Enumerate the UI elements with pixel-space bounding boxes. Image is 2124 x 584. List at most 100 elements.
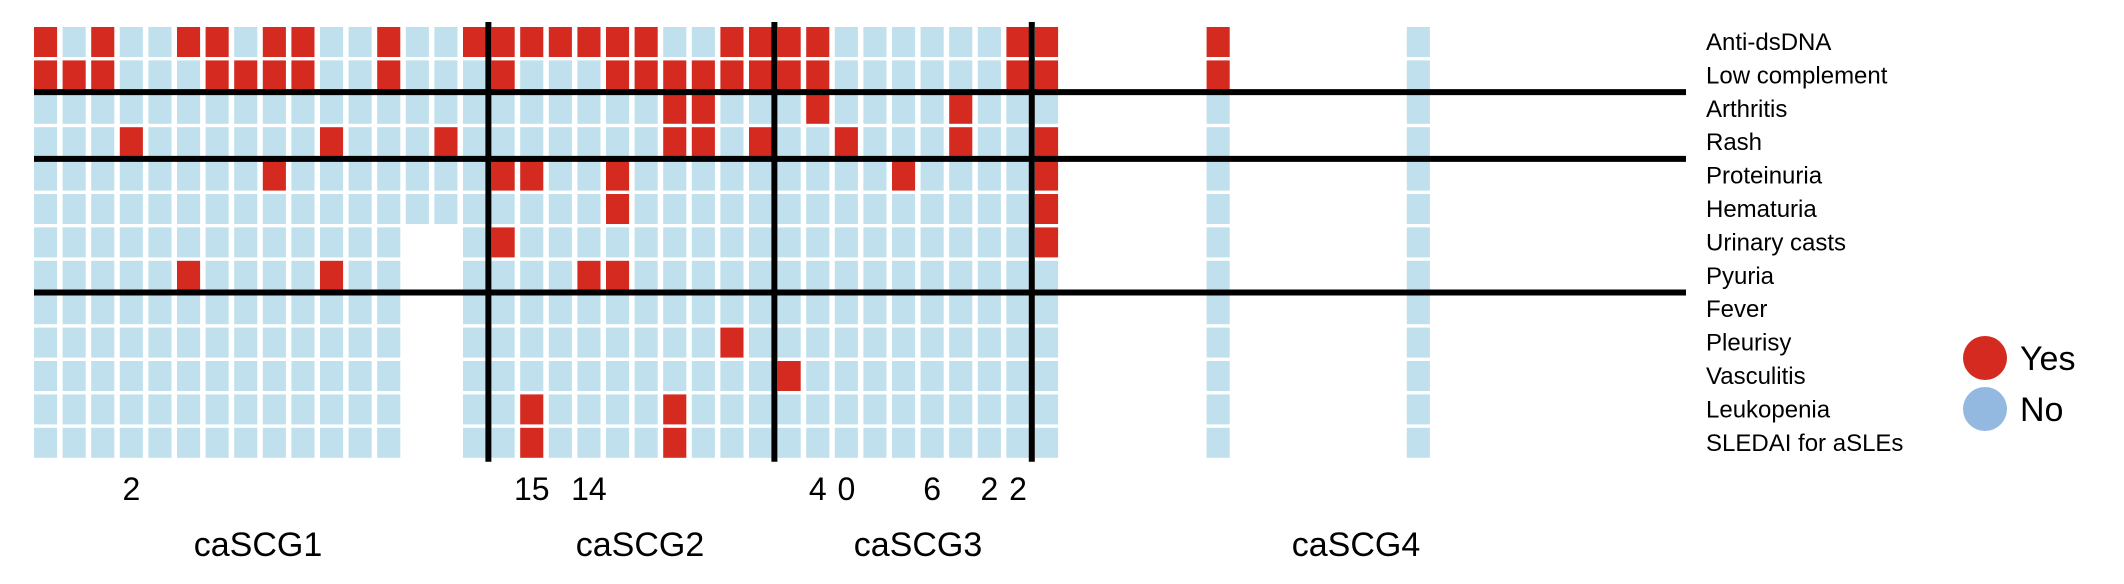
column-number: 2: [123, 471, 141, 507]
cell-no: [949, 27, 973, 57]
cell-yes: [34, 27, 58, 57]
cell-no: [91, 361, 115, 391]
cell-no: [262, 194, 286, 224]
cell-no: [920, 27, 944, 57]
cell-yes: [1035, 194, 1059, 224]
cell-yes: [91, 27, 115, 57]
row-label: Proteinuria: [1706, 163, 1823, 190]
cell-no: [806, 194, 830, 224]
cell-no: [577, 194, 601, 224]
cell-no: [62, 260, 86, 291]
cell-no: [691, 294, 715, 325]
cell-no: [834, 227, 858, 258]
cell-no: [720, 427, 744, 458]
cell-no: [949, 194, 973, 224]
row-label: Vasculitis: [1706, 363, 1806, 390]
cell-no: [119, 160, 143, 191]
cell-yes: [34, 60, 58, 91]
cell-no: [348, 93, 372, 124]
cell-no: [119, 60, 143, 91]
cell-yes: [491, 160, 515, 191]
cell-yes: [663, 394, 687, 425]
cell-no: [262, 294, 286, 325]
cell-no: [1006, 194, 1030, 224]
cell-no: [119, 194, 143, 224]
cell-yes: [520, 160, 544, 191]
cell-no: [863, 260, 887, 291]
cell-yes: [177, 27, 201, 57]
cell-no: [234, 127, 258, 158]
cell-yes: [749, 27, 773, 57]
cell-no: [205, 260, 229, 291]
cell-no: [377, 227, 401, 258]
cell-no: [892, 93, 916, 124]
cell-yes: [262, 60, 286, 91]
cell-no: [1406, 227, 1430, 258]
legend-swatch-yes: [1963, 336, 2007, 380]
cell-no: [62, 127, 86, 158]
cell-no: [177, 93, 201, 124]
cell-no: [1406, 60, 1430, 91]
cell-no: [491, 294, 515, 325]
cell-no: [463, 260, 487, 291]
cell-no: [119, 227, 143, 258]
cell-no: [863, 194, 887, 224]
cell-no: [834, 294, 858, 325]
cell-no: [434, 27, 458, 57]
cell-no: [348, 361, 372, 391]
cell-no: [34, 127, 58, 158]
cell-no: [720, 294, 744, 325]
cell-no: [205, 427, 229, 458]
cell-no: [834, 361, 858, 391]
cell-no: [920, 260, 944, 291]
cell-no: [291, 427, 315, 458]
cell-no: [949, 60, 973, 91]
cell-no: [234, 27, 258, 57]
cell-no: [777, 127, 801, 158]
cell-no: [577, 93, 601, 124]
cell-no: [606, 127, 630, 158]
cell-no: [320, 327, 344, 358]
cell-no: [291, 361, 315, 391]
cell-yes: [91, 60, 115, 91]
cell-no: [977, 294, 1001, 325]
cell-no: [177, 160, 201, 191]
cell-no: [205, 160, 229, 191]
cell-yes: [949, 93, 973, 124]
column-number: 4: [809, 471, 827, 507]
cell-no: [320, 227, 344, 258]
cell-no: [348, 27, 372, 57]
cell-no: [320, 294, 344, 325]
cell-yes: [1006, 60, 1030, 91]
cell-no: [863, 327, 887, 358]
cell-no: [91, 294, 115, 325]
cell-no: [548, 394, 572, 425]
cluster-labels: caSCG1 caSCG2 caSCG3 caSCG4: [194, 526, 1421, 564]
cell-no: [548, 194, 572, 224]
cell-no: [777, 294, 801, 325]
cell-no: [377, 327, 401, 358]
cell-no: [491, 361, 515, 391]
cell-no: [977, 361, 1001, 391]
cell-no: [806, 227, 830, 258]
cell-no: [863, 294, 887, 325]
cell-yes: [949, 127, 973, 158]
cell-no: [119, 93, 143, 124]
cell-no: [520, 227, 544, 258]
cell-no: [262, 394, 286, 425]
cell-no: [234, 361, 258, 391]
cell-no: [1006, 361, 1030, 391]
cell-no: [777, 93, 801, 124]
cell-no: [177, 127, 201, 158]
cell-yes: [205, 27, 229, 57]
cell-no: [291, 194, 315, 224]
row-label: Hematuria: [1706, 196, 1817, 223]
cell-yes: [634, 27, 658, 57]
column-number: 0: [838, 471, 856, 507]
cell-no: [577, 227, 601, 258]
cell-no: [177, 361, 201, 391]
cell-no: [720, 127, 744, 158]
cell-no: [1406, 394, 1430, 425]
cell-yes: [606, 27, 630, 57]
cell-no: [920, 60, 944, 91]
